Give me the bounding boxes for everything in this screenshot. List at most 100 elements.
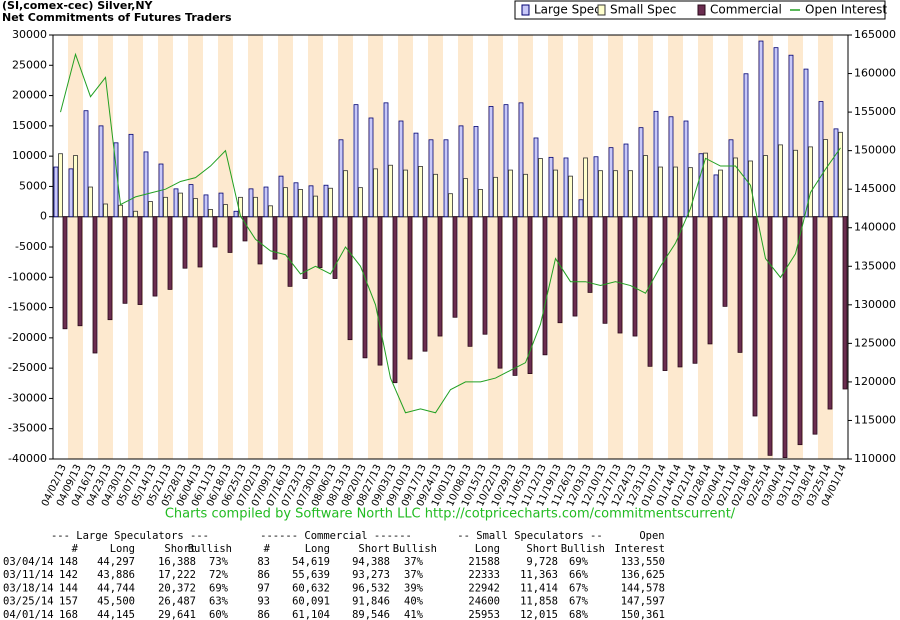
y-tick-label: 25000: [12, 58, 47, 71]
bar: [413, 132, 419, 218]
bar: [293, 182, 299, 218]
band: [578, 35, 593, 459]
band: [218, 35, 233, 459]
bar: [638, 127, 644, 218]
bar: [323, 184, 329, 218]
bar: [482, 216, 488, 335]
bar: [533, 137, 539, 218]
bar: [658, 166, 663, 218]
table-cell: 60%: [209, 609, 229, 620]
table-cell: 9,728: [526, 556, 558, 568]
table-header: -- Small Speculators --: [457, 530, 602, 542]
bar: [152, 216, 158, 297]
table-cell: 67%: [569, 596, 589, 608]
bar: [692, 216, 698, 364]
table-cell: 43,886: [97, 569, 135, 581]
bar: [812, 216, 818, 435]
table-cell: 40%: [404, 596, 424, 608]
bar: [508, 169, 513, 218]
chart-title: (SI,comex-cec) Silver,NY: [2, 0, 154, 12]
bar: [128, 133, 134, 218]
bar: [278, 175, 284, 218]
table-cell: 144: [59, 582, 78, 594]
bar: [403, 169, 408, 218]
bar: [182, 216, 188, 269]
bar: [148, 201, 153, 218]
table-cell: 44,744: [97, 582, 135, 594]
table-header: Short: [358, 543, 390, 555]
bar: [188, 184, 194, 218]
bar: [478, 189, 483, 218]
bar: [503, 104, 509, 218]
table-cell: 44,145: [97, 609, 135, 620]
bar: [197, 216, 203, 268]
table-cell: 17,222: [158, 569, 196, 581]
table-header: ------ Commercial ------: [260, 530, 412, 542]
bar: [173, 188, 179, 218]
table-cell: 21588: [468, 556, 500, 568]
bar: [118, 204, 123, 218]
bar: [332, 216, 338, 279]
table-cell: 89,546: [352, 609, 390, 620]
y-tick-label: 10000: [12, 149, 47, 162]
table-cell: 25953: [468, 609, 500, 620]
table-cell: 61,104: [292, 609, 330, 620]
bar: [268, 205, 273, 218]
table-cell: 148: [59, 556, 78, 568]
table-cell: 03/04/14: [3, 556, 54, 568]
bar: [733, 157, 738, 218]
bar: [683, 120, 689, 218]
table-cell: 03/11/14: [3, 569, 54, 581]
table-header: Bullish: [393, 543, 437, 555]
band: [278, 35, 293, 459]
table-cell: 144,578: [621, 582, 665, 594]
bar: [77, 216, 83, 327]
bar: [463, 178, 468, 218]
bar: [287, 216, 293, 287]
bar: [488, 106, 494, 218]
bar: [98, 125, 104, 218]
table-header: Bullish: [561, 543, 605, 555]
bar: [398, 120, 404, 218]
band: [308, 35, 323, 459]
table-cell: 04/01/14: [3, 609, 54, 620]
bar: [353, 104, 359, 218]
y2-tick-label: 135000: [854, 259, 896, 272]
band: [68, 35, 83, 459]
table-cell: 68%: [569, 609, 589, 620]
bar: [263, 186, 269, 218]
bar: [433, 173, 438, 218]
table-cell: 91,846: [352, 596, 390, 608]
bar: [338, 139, 344, 218]
line: [60, 52, 841, 414]
y-tick-label: 0: [40, 210, 47, 223]
bar: [422, 216, 428, 352]
bar: [707, 216, 713, 345]
bar: [587, 216, 593, 293]
bar: [497, 216, 503, 369]
bar: [383, 102, 389, 218]
bar: [827, 216, 833, 410]
table-header: --- Large Speculators ---: [51, 530, 209, 542]
bar: [343, 170, 348, 218]
table-header: Long: [110, 543, 135, 555]
table-cell: 41%: [404, 609, 424, 620]
bar: [313, 195, 318, 218]
table-header: Interest: [614, 543, 665, 555]
table-cell: 11,363: [520, 569, 558, 581]
bar: [632, 216, 638, 337]
bar: [623, 143, 629, 218]
band: [248, 35, 263, 459]
bar: [703, 152, 708, 218]
table-cell: 96,532: [352, 582, 390, 594]
bar: [137, 216, 143, 305]
bar: [557, 216, 563, 324]
y-tick-label: -25000: [8, 361, 47, 374]
bar: [83, 110, 89, 218]
bar: [167, 216, 173, 290]
bar: [68, 168, 74, 218]
legend-label: Commercial: [710, 3, 782, 17]
bar: [428, 139, 434, 218]
bar: [107, 216, 113, 321]
table-cell: 24600: [468, 596, 500, 608]
